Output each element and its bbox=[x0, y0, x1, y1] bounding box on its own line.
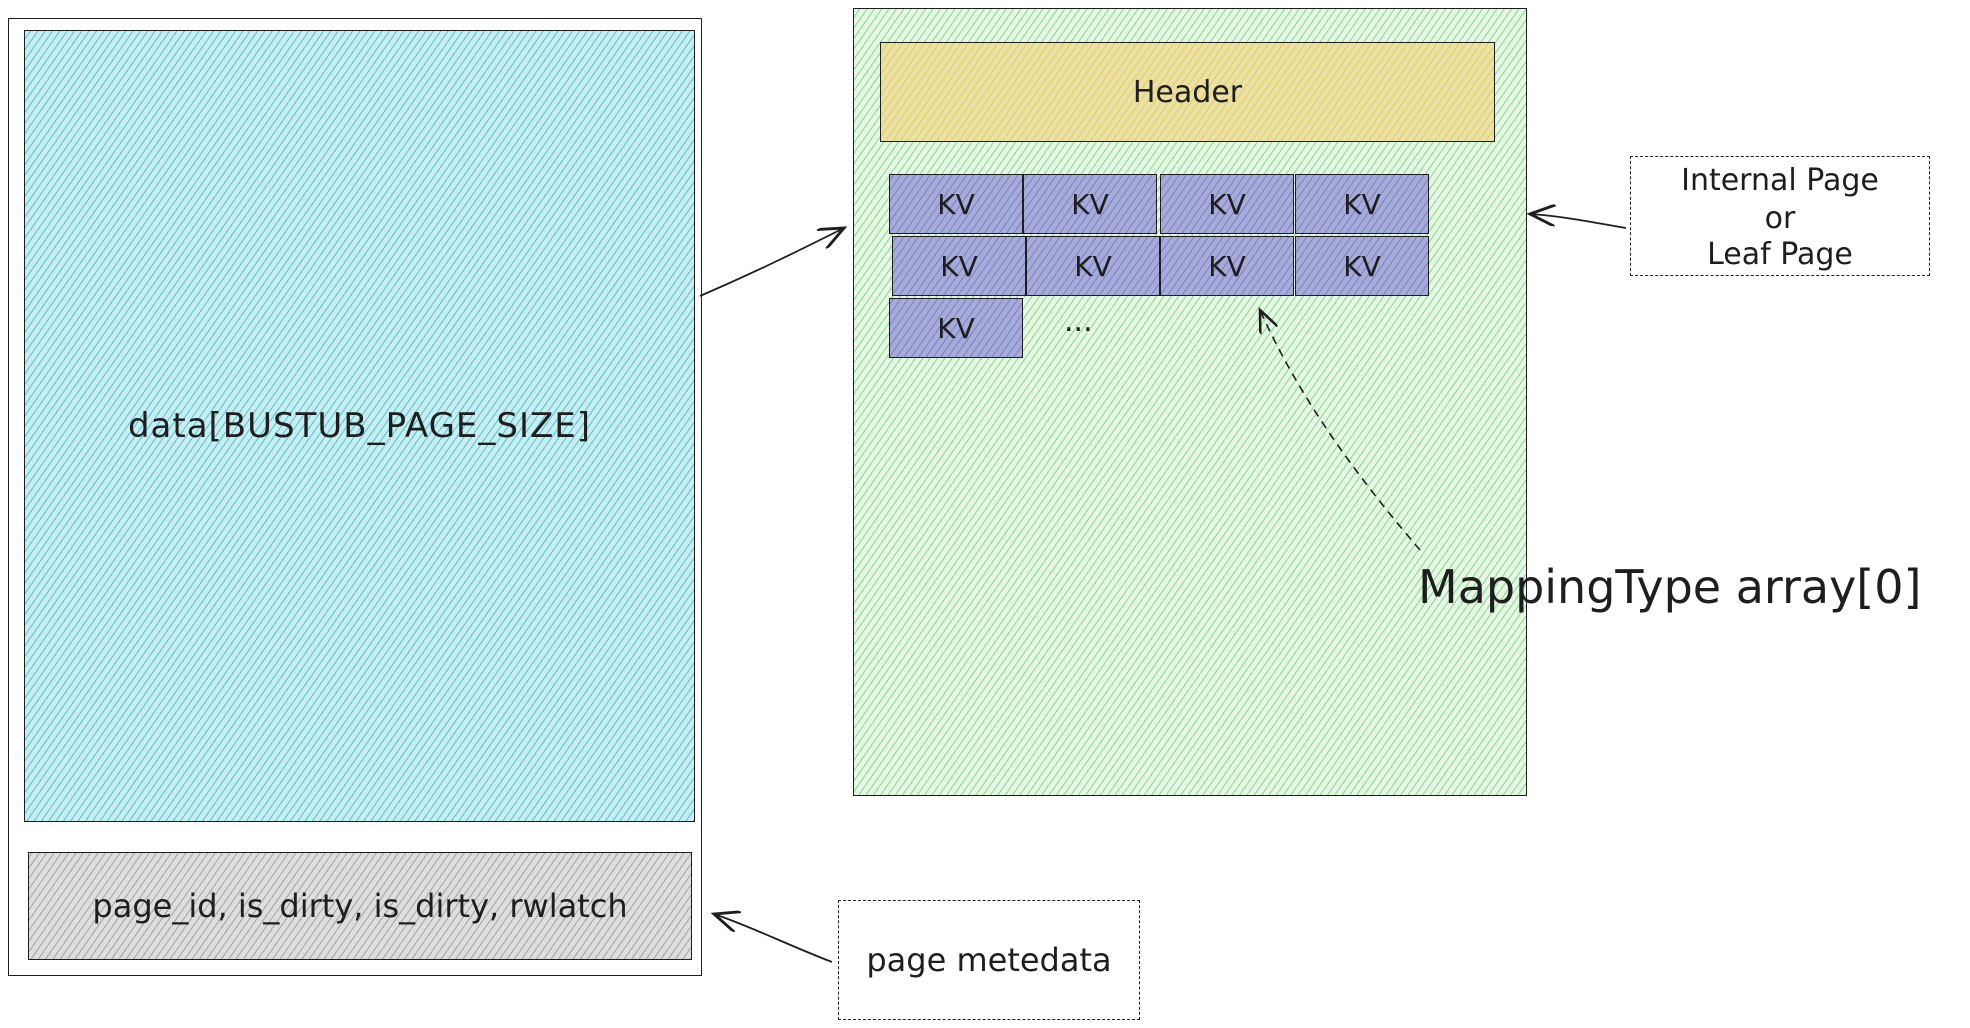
page-metadata-note: page metedata bbox=[838, 900, 1140, 1020]
kv-cell: KV bbox=[1295, 174, 1429, 234]
kv-cell: KV bbox=[1160, 236, 1294, 296]
arrow-note-to-btree bbox=[1530, 214, 1627, 229]
page-header-label: Header bbox=[1132, 74, 1243, 110]
page-type-line-1: Internal Page bbox=[1681, 163, 1879, 198]
page-data-label: data[BUSTUB_PAGE_SIZE] bbox=[127, 406, 592, 446]
kv-cell: KV bbox=[1026, 236, 1160, 296]
kv-cell: KV bbox=[1160, 174, 1294, 234]
mapping-array-label: MappingType array[0] bbox=[1418, 560, 1922, 614]
kv-cell: KV bbox=[1295, 236, 1429, 296]
page-type-line-2: or bbox=[1764, 201, 1796, 236]
page-type-note: Internal Page or Leaf Page bbox=[1630, 156, 1930, 276]
kv-cell: KV bbox=[892, 236, 1026, 296]
kv-cell: KV bbox=[1023, 174, 1157, 234]
kv-cell: KV bbox=[889, 298, 1023, 358]
kv-ellipsis: ... bbox=[1064, 304, 1093, 339]
page-metadata-fields: page_id, is_dirty, is_dirty, rwlatch bbox=[92, 887, 628, 925]
arrow-page-to-btree bbox=[699, 228, 844, 297]
page-type-line-3: Leaf Page bbox=[1707, 237, 1853, 272]
page-header: Header bbox=[880, 42, 1495, 142]
page-frame bbox=[8, 18, 702, 976]
page-metadata-note-label: page metedata bbox=[866, 941, 1112, 979]
page-data-region: data[BUSTUB_PAGE_SIZE] bbox=[24, 30, 695, 822]
arrow-metadata-note bbox=[714, 914, 833, 963]
page-metadata-region: page_id, is_dirty, is_dirty, rwlatch bbox=[28, 852, 692, 960]
kv-cell: KV bbox=[889, 174, 1023, 234]
